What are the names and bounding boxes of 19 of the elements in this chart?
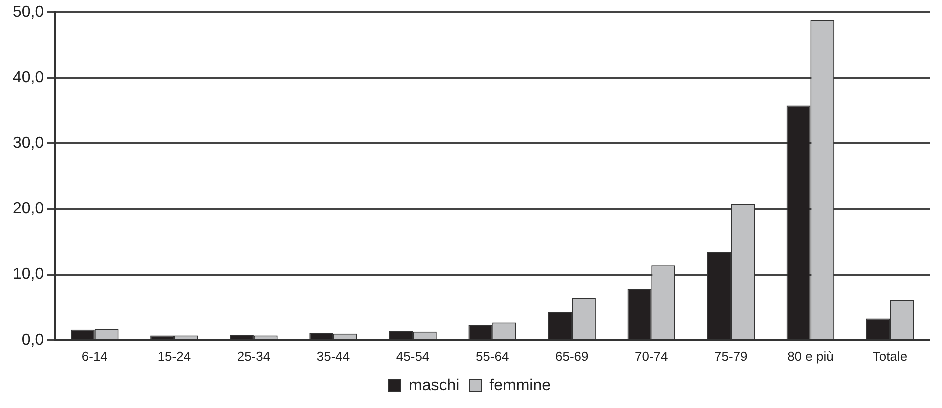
y-tick-label: 10,0: [13, 266, 44, 284]
x-tick-label: 25-34: [237, 348, 271, 364]
y-tick-label: 0,0: [22, 332, 44, 349]
y-tick-label: 40,0: [13, 70, 44, 87]
x-tick-label: 80 e più: [788, 348, 834, 364]
x-tick-label: Totale: [872, 348, 908, 364]
x-tick-label: 15-24: [158, 348, 192, 364]
legend-label: femmine: [490, 377, 552, 394]
x-tick-label: 65-69: [555, 348, 589, 364]
x-tick-label: 75-79: [714, 348, 748, 364]
y-tick-label: 50,0: [13, 4, 44, 22]
y-tick-label: 20,0: [13, 200, 44, 218]
x-tick-label: 45-54: [396, 348, 430, 364]
x-tick-label: 55-64: [476, 348, 510, 364]
legend-label: maschi: [408, 377, 460, 394]
x-tick-label: 70-74: [635, 348, 668, 364]
x-tick-label: 35-44: [316, 348, 350, 364]
y-tick-label: 30,0: [13, 135, 44, 152]
x-tick-label: 6-14: [82, 348, 108, 364]
